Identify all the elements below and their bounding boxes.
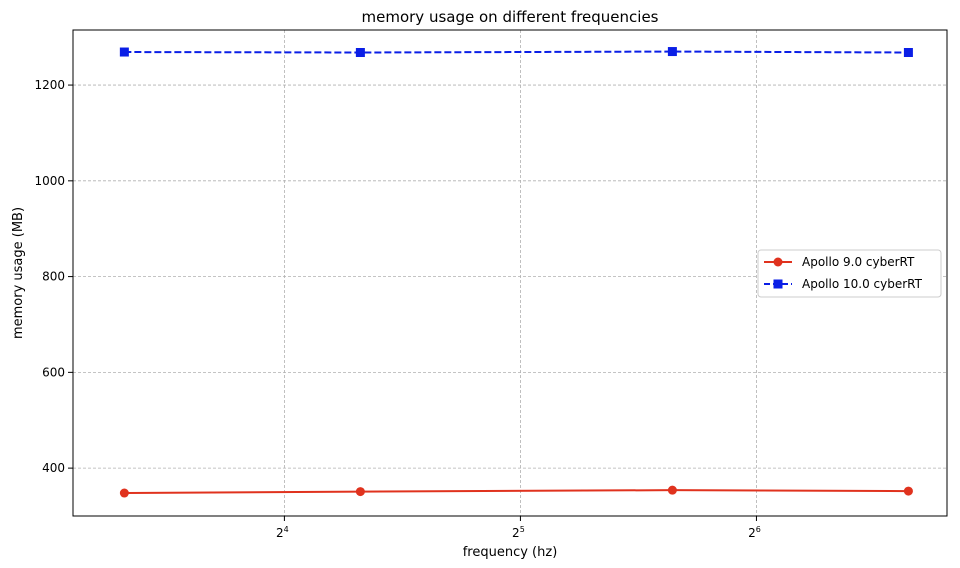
legend-label: Apollo 10.0 cyberRT [802, 277, 923, 291]
y-tick-label: 800 [42, 270, 65, 284]
x-tick-label: 24 [276, 525, 289, 540]
series-line [124, 489, 909, 495]
data-point [119, 488, 129, 498]
series-layer [119, 47, 913, 498]
x-tick-label: 25 [512, 525, 525, 540]
x-tick-label: 26 [748, 525, 761, 540]
legend: Apollo 9.0 cyberRT Apollo 10.0 cyberRT [757, 249, 942, 298]
data-point [355, 48, 365, 58]
data-point [667, 485, 677, 495]
legend-box [757, 249, 942, 298]
data-point [355, 487, 365, 497]
series-line [124, 50, 909, 54]
legend-marker [773, 257, 783, 267]
data-point [903, 48, 913, 58]
plot-frame [72, 29, 948, 517]
chart-title: memory usage on different frequencies [362, 8, 659, 26]
legend-item: Apollo 10.0 cyberRT [764, 277, 923, 291]
legend-label: Apollo 9.0 cyberRT [802, 255, 915, 269]
y-axis-label: memory usage (MB) [11, 207, 26, 339]
x-axis-label: frequency (hz) [463, 545, 558, 560]
y-tick-label: 600 [42, 365, 65, 379]
series-1 [119, 485, 913, 498]
y-tick-label: 400 [42, 461, 65, 475]
legend-marker [773, 279, 783, 289]
y-tick-label: 1200 [34, 78, 65, 92]
data-point [667, 47, 677, 57]
series-2 [119, 47, 913, 58]
data-point [903, 486, 913, 496]
y-tick-label: 1000 [34, 174, 65, 188]
grid [73, 30, 947, 516]
legend-item: Apollo 9.0 cyberRT [764, 255, 915, 269]
x-axis: 24 25 26 [276, 516, 761, 540]
data-point [119, 47, 129, 57]
y-axis: 400 600 800 1000 1200 [34, 78, 73, 475]
